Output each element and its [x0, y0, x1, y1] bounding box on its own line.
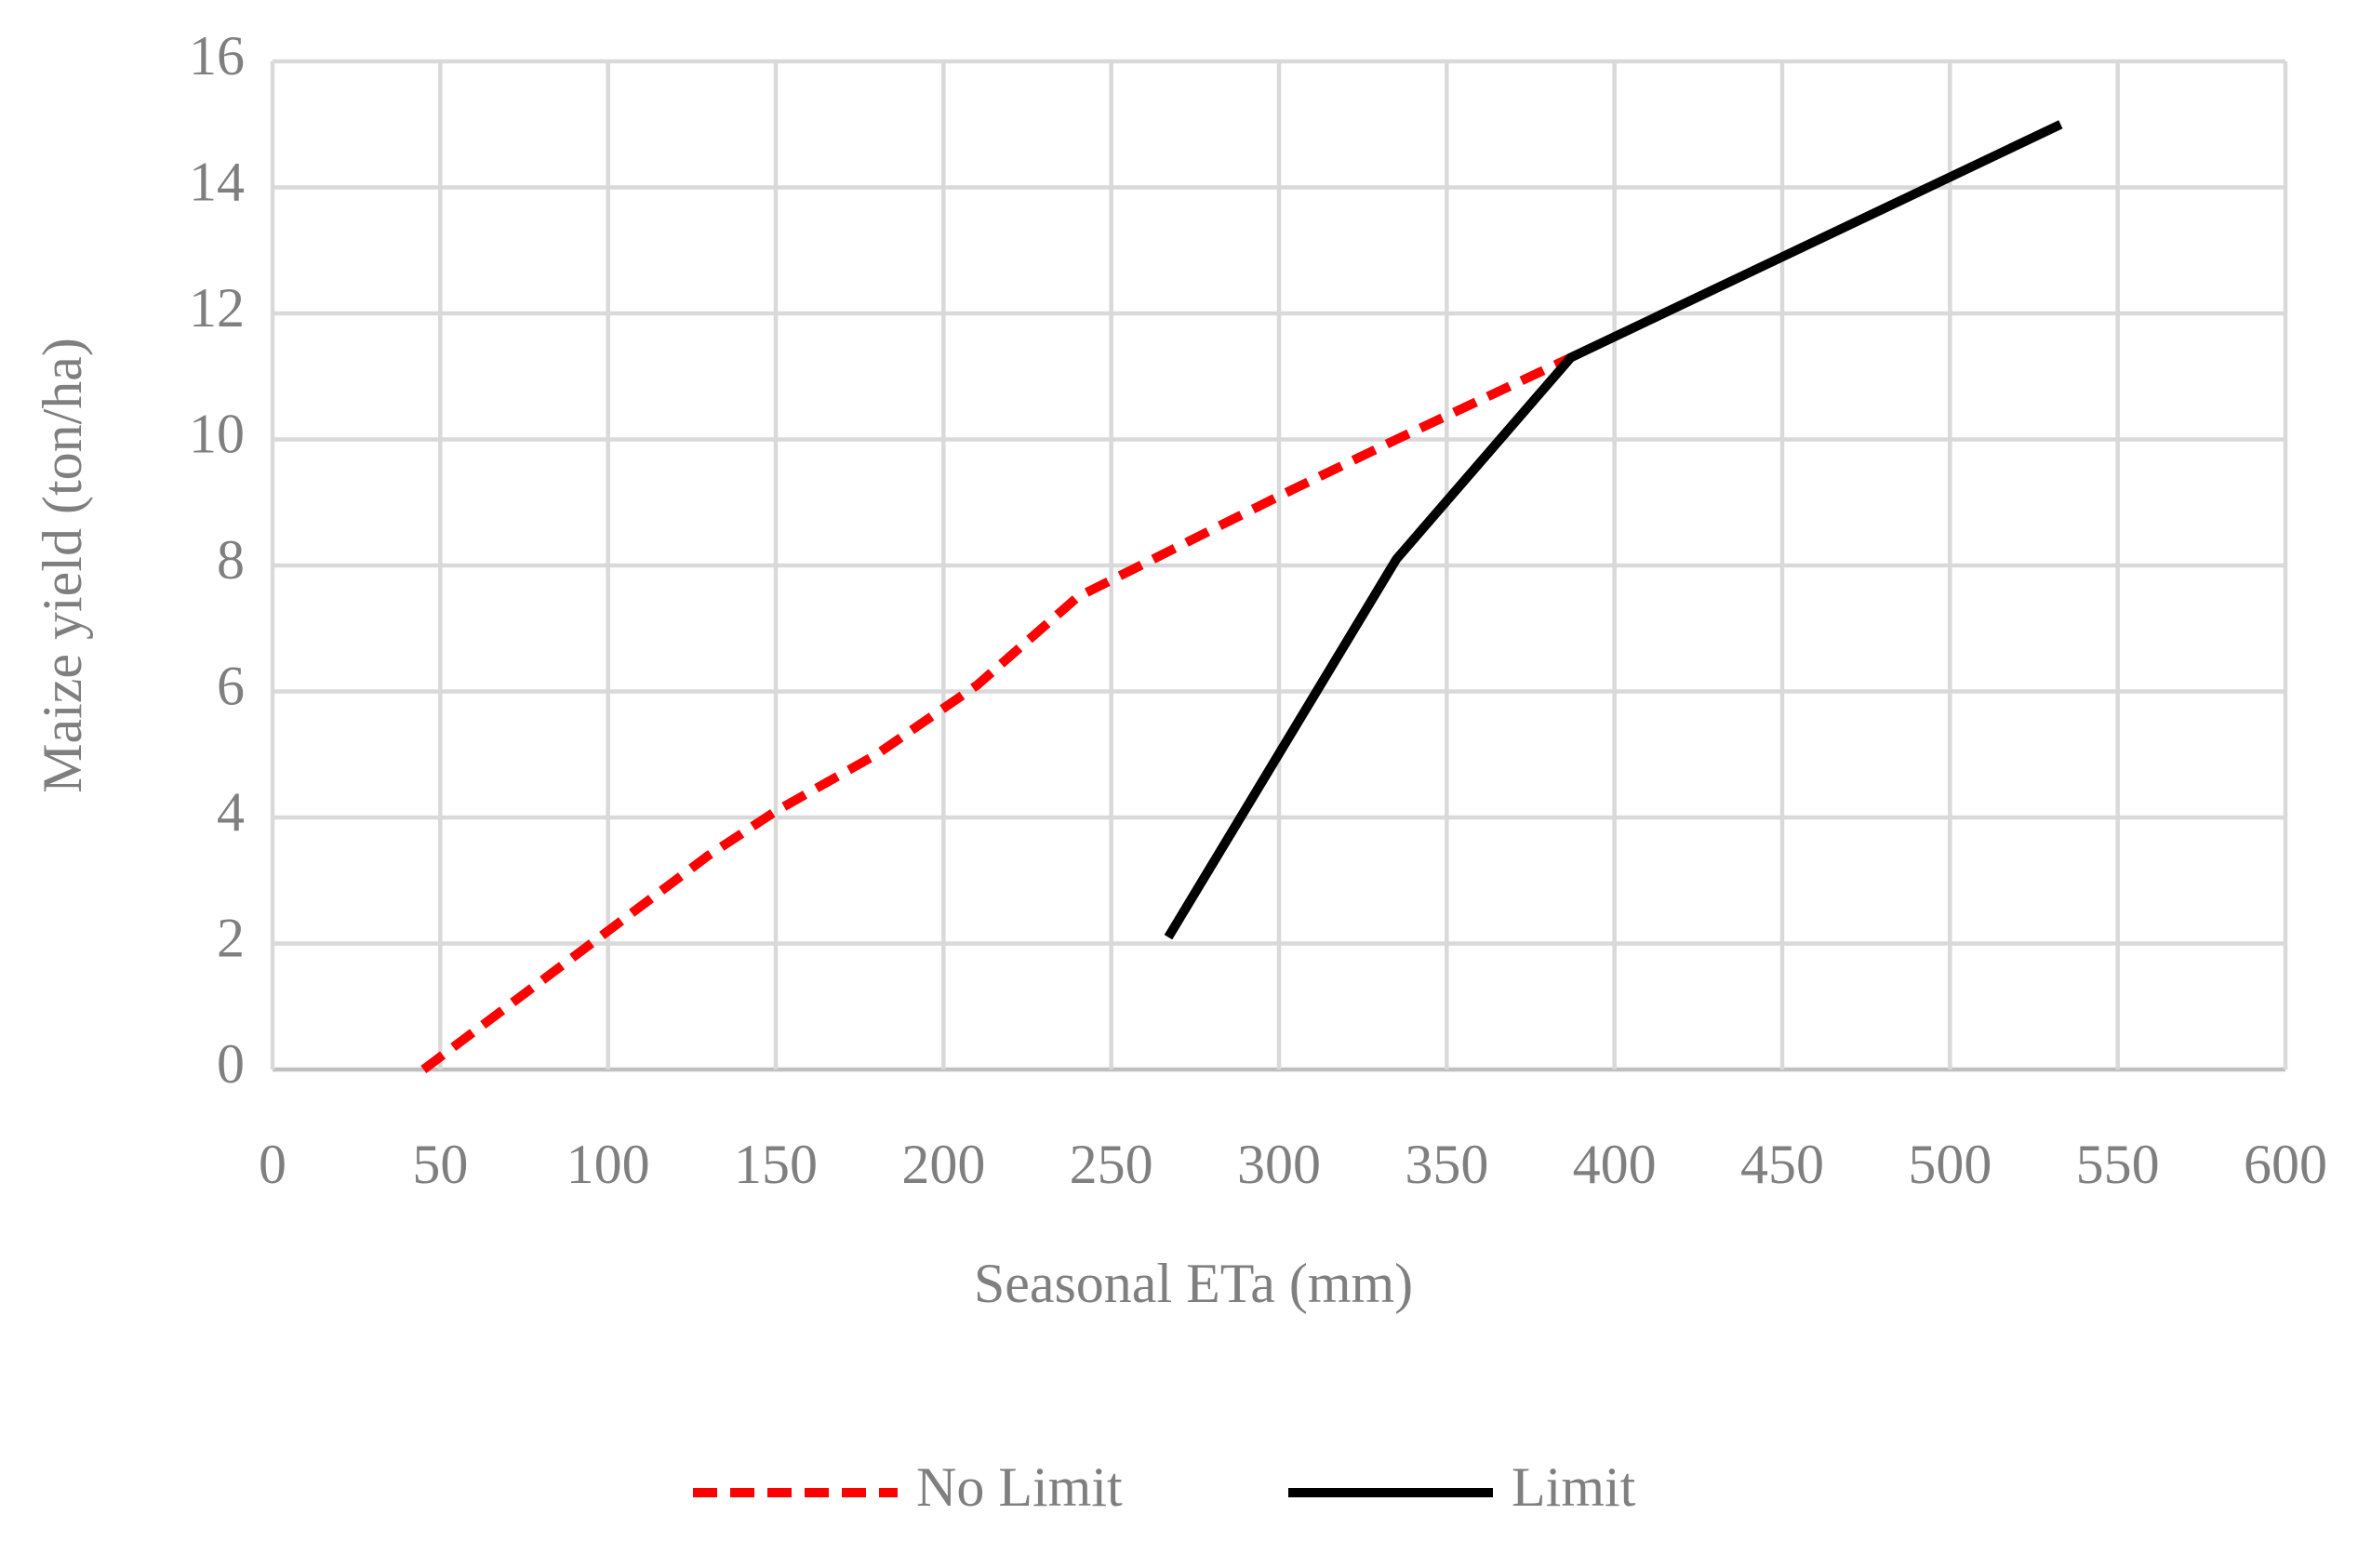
y-tick-label: 6: [217, 655, 245, 716]
legend-label: No Limit: [916, 1456, 1123, 1518]
legend-label: Limit: [1512, 1456, 1636, 1518]
x-tick-label: 500: [1908, 1134, 1992, 1195]
x-tick-label: 300: [1237, 1134, 1321, 1195]
x-tick-label: 450: [1740, 1134, 1824, 1195]
x-tick-label: 550: [2076, 1134, 2160, 1195]
x-tick-label: 350: [1405, 1134, 1488, 1195]
x-tick-label: 100: [566, 1134, 650, 1195]
series-line: [420, 352, 1573, 1073]
x-tick-label: 200: [901, 1134, 985, 1195]
y-tick-label: 4: [217, 781, 245, 843]
y-tick-label: 10: [189, 403, 245, 464]
y-tick-label: 2: [217, 907, 245, 968]
y-tick-label: 0: [217, 1033, 245, 1095]
x-tick-label: 250: [1070, 1134, 1153, 1195]
x-axis-title: Seasonal ETa (mm): [974, 1253, 1413, 1314]
x-tick-label: 400: [1573, 1134, 1657, 1195]
y-tick-label: 8: [217, 529, 245, 591]
y-axis-title: Maize yield (ton/ha): [32, 338, 93, 793]
x-tick-label: 50: [412, 1134, 468, 1195]
y-tick-label: 16: [189, 25, 245, 86]
x-tick-label: 0: [259, 1134, 286, 1195]
y-tick-label: 14: [189, 151, 245, 212]
series-line: [1164, 120, 2063, 940]
x-tick-label: 150: [734, 1134, 818, 1195]
x-tick-label: 600: [2244, 1134, 2327, 1195]
y-tick-label: 12: [189, 277, 245, 339]
